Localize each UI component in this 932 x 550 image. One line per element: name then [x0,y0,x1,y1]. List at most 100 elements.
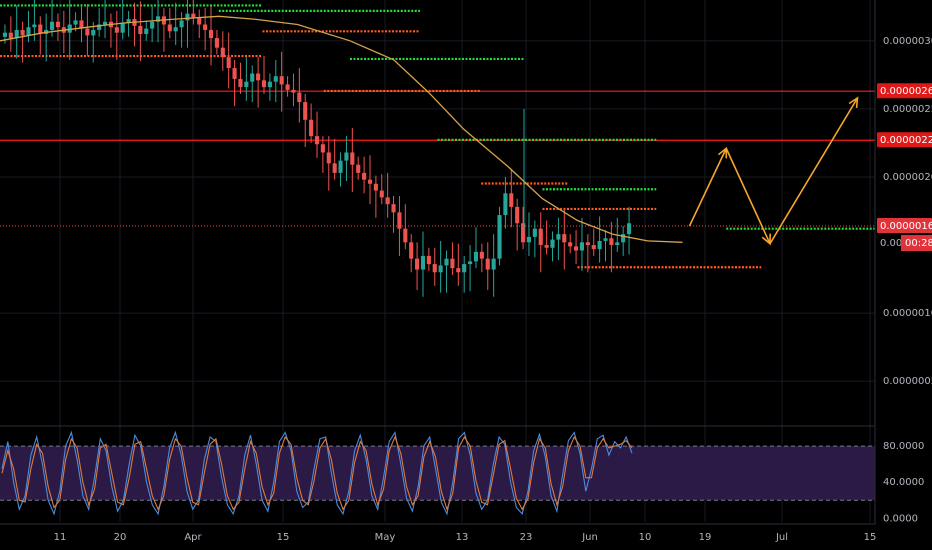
oscillator-line [1,430,633,516]
candle-body [38,24,43,35]
candle-body [432,264,437,273]
candle-body [385,197,390,205]
countdown-label: 00:28 [905,238,932,249]
x-tick-label: 11 [54,532,67,543]
candle-body [456,268,461,273]
candle-body [8,32,13,39]
candle-body [591,245,596,250]
candle-body [203,24,208,30]
osc-tick-label: 80.0000 [883,441,924,452]
candle-body [409,242,414,259]
candle-body [191,13,196,18]
candle-body [468,261,473,265]
candle-body [544,245,549,248]
y-tick-label: 0.00000200 [883,172,932,183]
candle-body [568,242,573,247]
candle-body [338,160,343,173]
candle-body [438,265,443,273]
y-tick-label: 0.00000050 [883,376,932,387]
x-tick-label: 15 [277,532,290,543]
moving-average-line [0,15,683,243]
oscillator-band [0,446,875,501]
candle-body [220,47,225,58]
candle-body [49,21,55,30]
price-tags: 0.00000263 0.00000227 0.00000164 0.00000:28 [877,83,932,252]
candle-body [73,20,78,25]
candle-body [150,21,155,29]
x-tick-label: 13 [456,532,469,543]
candle-body [362,172,367,180]
candle-body [167,24,172,32]
candle-body [356,164,361,173]
candle-body [503,193,508,216]
candle-body [279,76,284,85]
candle-body [550,239,555,248]
candle-body [615,242,620,246]
candle-body [609,238,614,246]
candle-body [226,57,231,69]
candle-body [120,23,125,33]
candle-body [97,24,102,30]
candle-body [326,152,331,164]
x-tick-label: 19 [699,532,712,543]
x-tick-label: Jul [775,532,788,543]
osc-tick-label: 0.0000 [883,513,918,524]
candle-body [373,183,378,191]
candle-body [526,236,532,243]
candle-body [14,29,19,39]
candle-body [214,38,219,48]
candle-body [426,255,431,265]
candle-body [250,73,255,82]
candle-body [479,251,484,259]
candle-body [26,27,31,36]
candle-body [238,78,243,88]
candle-body [491,258,496,270]
levels [0,4,875,269]
candle-body [285,84,290,90]
candle-body [485,258,490,270]
projection-arrowhead [848,96,859,109]
candle-body [397,212,402,229]
candle-body [562,234,567,243]
price-tag-label: 0.00000263 [880,86,932,97]
candle-body [603,238,608,241]
candle-body [179,20,184,28]
candles [2,0,632,297]
candle-body [114,27,119,33]
candle-body [244,81,249,88]
candle-body [102,21,108,25]
candle-body [144,28,149,35]
candle-body [297,92,302,103]
candle-body [344,152,349,161]
candle-body [332,163,337,173]
candle-body [497,215,502,259]
candle-body [509,193,514,207]
oscillator-panel [0,430,875,516]
candle-body [556,234,561,240]
candle-body [350,152,355,165]
candle-body [185,13,190,21]
projection-segment [725,148,771,245]
candle-body [574,246,579,251]
projection [688,96,859,246]
candle-body [532,228,537,237]
candle-body [173,27,178,32]
x-tick-label: Jun [581,532,598,543]
candle-body [67,24,72,33]
candle-body [444,258,449,266]
candle-body [367,179,373,184]
x-tick-label: 10 [639,532,652,543]
candle-body [597,240,602,250]
candle-body [621,234,626,243]
candle-body [261,80,267,88]
candle-body [91,29,96,36]
candle-body [450,258,455,269]
y-tick-label: 0.00000250 [883,104,932,115]
x-tick-label: 23 [520,532,533,543]
candle-body [138,25,143,35]
projection-arrowhead [761,233,771,246]
candle-body [79,20,84,29]
candle-body [585,242,590,246]
oscillator-line [1,435,633,512]
